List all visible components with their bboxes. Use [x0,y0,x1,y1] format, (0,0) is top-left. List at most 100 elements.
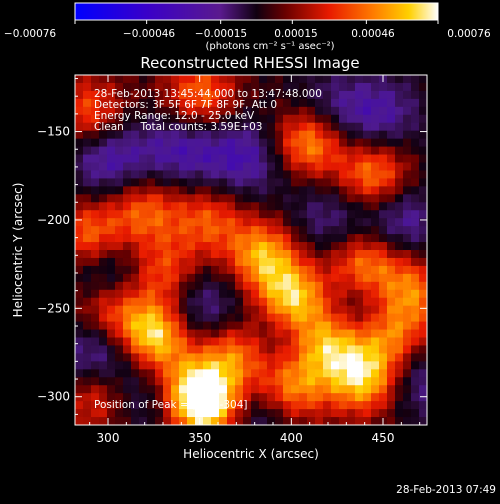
heatmap-cell [155,162,164,172]
heatmap-cell [307,393,316,402]
heatmap-cell [83,337,92,347]
heatmap-cell [75,257,84,267]
heatmap-cell [155,353,164,362]
heatmap-cell [235,170,244,179]
heatmap-cell [363,401,372,410]
heatmap-cell [155,385,164,394]
heatmap-cell [147,186,156,195]
heatmap-cell [339,114,348,124]
heatmap-cell [195,170,204,179]
heatmap-cell [171,305,180,315]
heatmap-cell [227,321,236,331]
heatmap-cell [211,393,220,402]
heatmap-cell [259,75,268,84]
heatmap-cell [275,265,284,275]
heatmap-cell [219,313,228,323]
heatmap-cell [163,305,172,315]
heatmap-cell [187,186,196,195]
heatmap-cell [171,194,180,203]
heatmap-cell [275,281,284,291]
heatmap-cell [395,226,404,235]
heatmap-cell [115,281,124,291]
heatmap-cell [227,289,236,299]
heatmap-cell [419,90,427,100]
heatmap-cell [91,393,100,402]
heatmap-cell [75,305,84,315]
heatmap-cell [339,138,348,148]
heatmap-cell [99,146,108,156]
heatmap-cell [387,409,396,418]
heatmap-cell [331,242,340,251]
heatmap-cell [347,90,356,100]
heatmap-cell [99,178,108,187]
heatmap-cell [371,194,380,203]
heatmap-cell [251,138,260,148]
heatmap-cell [147,313,156,323]
heatmap-cell [195,353,204,362]
heatmap-cell [331,321,340,331]
heatmap-cell [99,242,108,251]
heatmap-cell [307,409,316,418]
heatmap-cell [131,122,140,132]
heatmap-cell [315,154,324,164]
heatmap-cell [267,82,276,92]
heatmap-cell [347,329,356,339]
heatmap-cell [155,234,164,243]
heatmap-cell [139,90,148,100]
heatmap-cell [259,393,268,402]
heatmap-cell [187,353,196,362]
heatmap-cell [123,329,132,339]
heatmap-cell [115,377,124,386]
heatmap-cell [75,146,84,156]
heatmap-cell [299,313,308,323]
heatmap-cell [339,353,348,362]
heatmap-cell [299,273,308,283]
heatmap-cell [323,265,332,275]
heatmap-cell [283,98,292,108]
heatmap-cell [299,393,308,402]
heatmap-cell [115,82,124,92]
heatmap-cell [227,106,236,116]
heatmap-cell [355,170,364,179]
heatmap-cell [299,353,308,362]
heatmap-cell [243,146,252,156]
heatmap-cell [131,194,140,203]
heatmap-cell [395,218,404,227]
heatmap-cell [355,401,364,410]
heatmap-cell [107,106,116,116]
heatmap-cell [115,218,124,227]
heatmap-cell [283,242,292,251]
heatmap-cell [203,297,212,307]
heatmap-cell [227,305,236,315]
heatmap-cell [363,281,372,291]
heatmap-cell [395,98,404,108]
heatmap-cell [363,130,372,140]
heatmap-cell [83,257,92,267]
heatmap-cell [387,345,396,354]
heatmap-cell [139,250,148,259]
heatmap-cell [235,178,244,187]
heatmap-cell [211,234,220,243]
heatmap-cell [235,297,244,307]
heatmap-cell [259,409,268,418]
heatmap-cell [123,273,132,283]
heatmap-cell [195,162,204,172]
heatmap-cell [123,361,132,370]
heatmap-cell [131,273,140,283]
heatmap-cell [259,289,268,299]
y-tick-label: −300 [37,390,70,404]
heatmap-cell [315,353,324,362]
x-tick-label: 300 [97,431,120,445]
heatmap-cell [243,138,252,148]
heatmap-cell [323,75,332,84]
heatmap-cell [355,234,364,243]
heatmap-cell [315,361,324,370]
heatmap-cell [275,257,284,267]
heatmap-cell [99,417,108,425]
heatmap-cell [131,313,140,323]
heatmap-cell [171,377,180,386]
heatmap-cell [91,337,100,347]
heatmap-cell [107,273,116,283]
heatmap-cell [227,313,236,323]
heatmap-cell [267,369,276,378]
